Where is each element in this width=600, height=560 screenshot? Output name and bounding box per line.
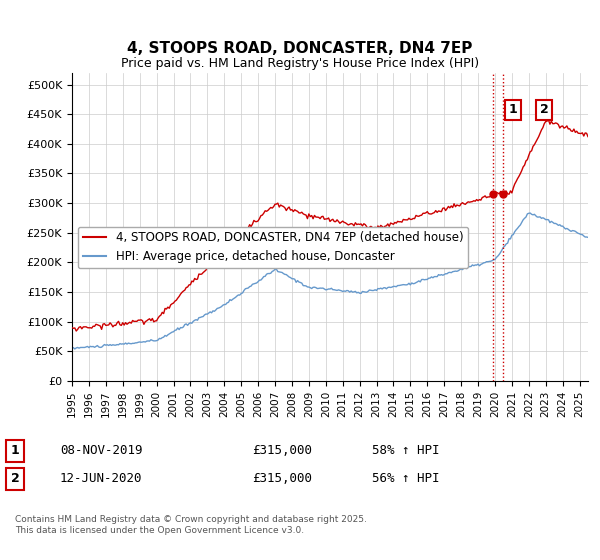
Legend: 4, STOOPS ROAD, DONCASTER, DN4 7EP (detached house), HPI: Average price, detache: 4, STOOPS ROAD, DONCASTER, DN4 7EP (deta… (78, 227, 468, 268)
Text: 2: 2 (11, 472, 19, 486)
Text: Contains HM Land Registry data © Crown copyright and database right 2025.
This d: Contains HM Land Registry data © Crown c… (15, 515, 367, 535)
Text: Price paid vs. HM Land Registry's House Price Index (HPI): Price paid vs. HM Land Registry's House … (121, 57, 479, 70)
Text: 58% ↑ HPI: 58% ↑ HPI (372, 444, 439, 458)
Text: 1: 1 (509, 103, 518, 116)
Text: 08-NOV-2019: 08-NOV-2019 (60, 444, 143, 458)
Text: 1: 1 (11, 444, 19, 458)
Text: £315,000: £315,000 (252, 444, 312, 458)
Text: £315,000: £315,000 (252, 472, 312, 486)
Text: 12-JUN-2020: 12-JUN-2020 (60, 472, 143, 486)
Text: 56% ↑ HPI: 56% ↑ HPI (372, 472, 439, 486)
Text: 4, STOOPS ROAD, DONCASTER, DN4 7EP: 4, STOOPS ROAD, DONCASTER, DN4 7EP (127, 41, 473, 56)
Text: 2: 2 (540, 103, 548, 116)
